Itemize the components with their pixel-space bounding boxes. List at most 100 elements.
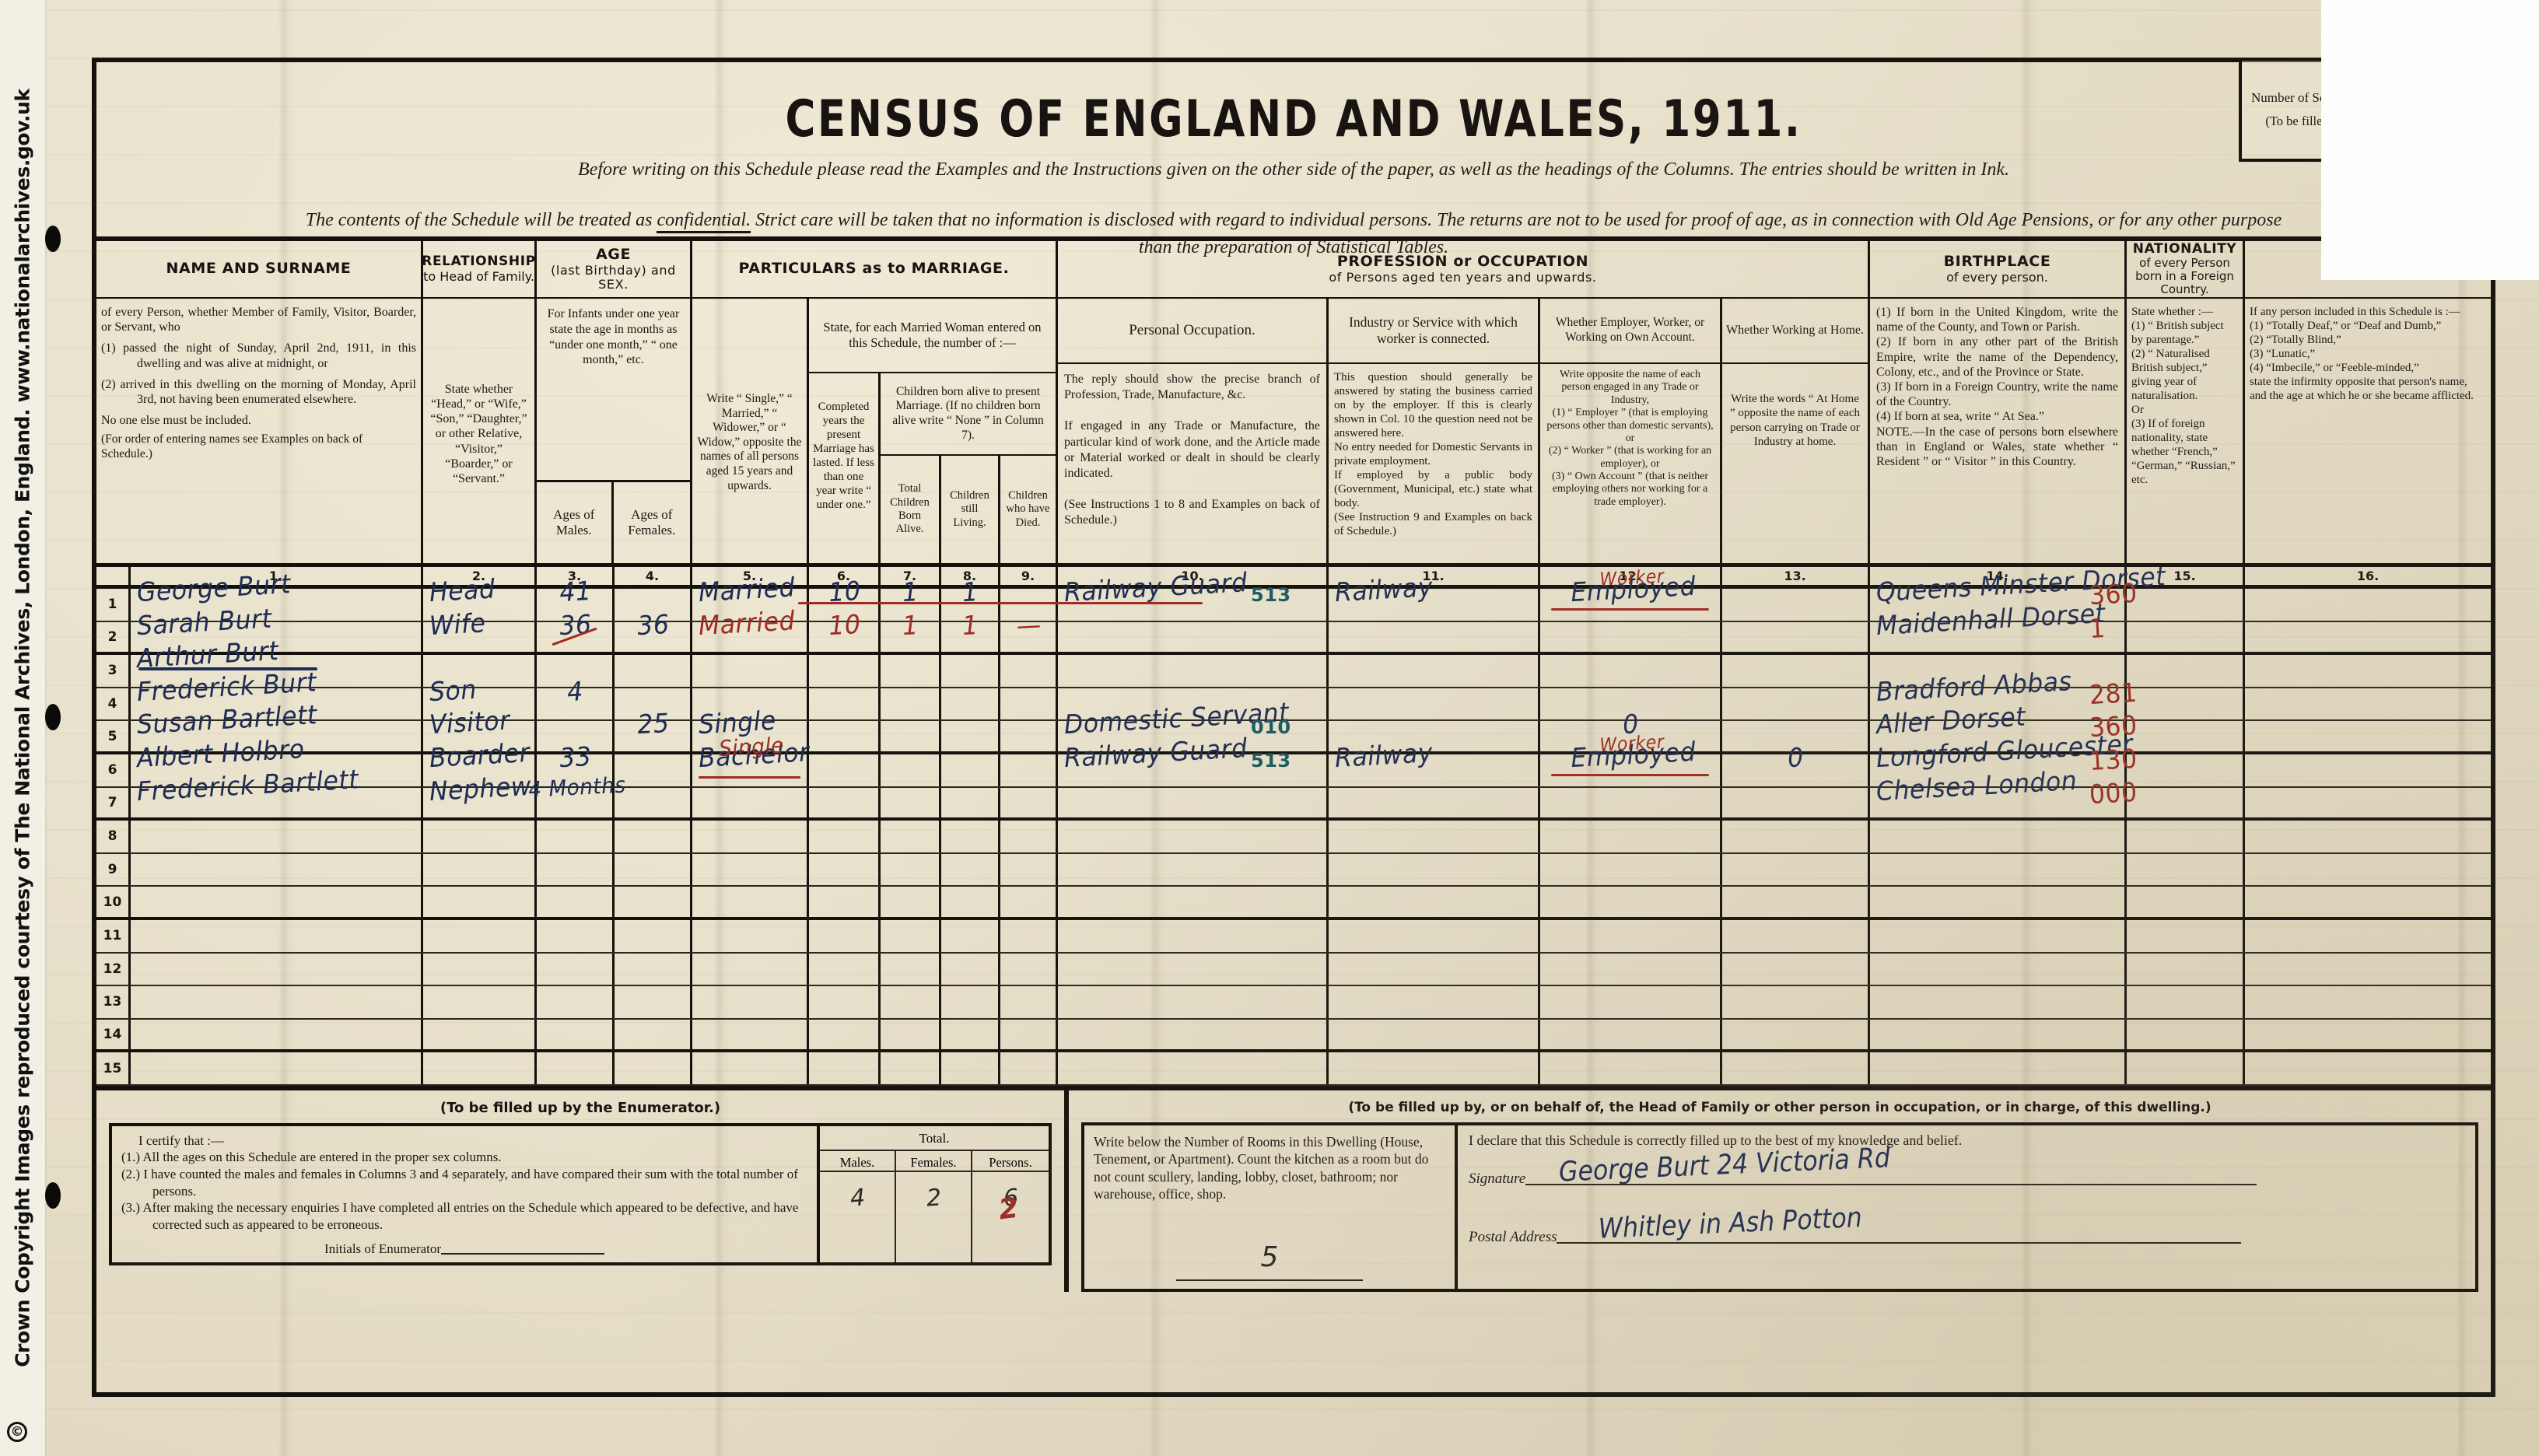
cell-children-living[interactable]: 1 [941, 610, 1000, 653]
cell-age-female[interactable] [615, 853, 692, 886]
cell-nationality[interactable] [2127, 688, 2245, 720]
cell-marriage-condition[interactable] [692, 1052, 809, 1084]
cell-occupation[interactable] [1058, 1052, 1329, 1084]
cell-nationality[interactable] [2127, 919, 2245, 952]
cell-age-female[interactable] [615, 986, 692, 1018]
cell-age-female[interactable] [615, 953, 692, 985]
cell-children-living[interactable] [941, 821, 1000, 852]
cell-children-died[interactable] [1000, 919, 1058, 952]
table-row[interactable]: 2 Sarah Burt Wife 36 36 Married 10 1 1 — Maidenhal… [96, 598, 2491, 656]
cell-children-born[interactable]: 1 [881, 610, 941, 653]
cell-children-living[interactable] [941, 919, 1000, 952]
cell-age-male[interactable] [537, 1019, 615, 1050]
cell-birthplace[interactable] [1870, 919, 2127, 952]
cell-industry[interactable] [1329, 853, 1540, 886]
cell-marriage-condition[interactable] [692, 953, 809, 985]
cell-industry[interactable] [1329, 721, 1540, 751]
cell-age-male[interactable] [537, 1052, 615, 1084]
cell-relationship[interactable]: Son [423, 674, 537, 720]
cell-age-male[interactable] [537, 887, 615, 917]
cell-marriage-condition[interactable] [692, 688, 809, 720]
cell-children-died[interactable] [1000, 986, 1058, 1018]
cell-occupation[interactable] [1058, 887, 1329, 917]
cell-years-married[interactable]: 10 [809, 576, 881, 621]
cell-marriage-condition[interactable] [692, 853, 809, 886]
cell-occupation[interactable] [1058, 853, 1329, 886]
cell-children-died[interactable] [1000, 655, 1058, 687]
cell-children-living[interactable] [941, 754, 1000, 786]
cell-name[interactable] [131, 887, 423, 917]
cell-name[interactable]: George Burt [131, 569, 423, 621]
cell-age-female[interactable] [615, 754, 692, 786]
cell-children-born[interactable] [881, 919, 941, 952]
cell-marriage-condition[interactable] [692, 655, 809, 687]
cell-years-married[interactable]: 10 [809, 609, 881, 653]
cell-infirmity[interactable] [2245, 821, 2491, 852]
cell-occupation[interactable]: Domestic Servant 010 [1058, 698, 1329, 751]
table-row[interactable]: 1 George Burt Head 41 Married 10 1 1 Railway Gua… [96, 562, 2491, 622]
cell-working-home[interactable] [1722, 953, 1870, 985]
cell-employer-status[interactable] [1540, 787, 1722, 818]
cell-years-married[interactable] [809, 688, 881, 720]
cell-nationality[interactable] [2127, 853, 2245, 886]
cell-marriage-condition[interactable] [692, 787, 809, 818]
cell-years-married[interactable] [809, 887, 881, 917]
cell-employer-status[interactable] [1540, 821, 1722, 852]
cell-occupation[interactable] [1058, 655, 1329, 687]
cell-infirmity[interactable] [2245, 688, 2491, 720]
cell-relationship[interactable] [423, 1019, 537, 1050]
cell-age-male[interactable] [537, 655, 615, 687]
cell-relationship[interactable]: Visitor [423, 706, 537, 751]
cell-employer-status[interactable] [1540, 688, 1722, 720]
cell-nationality[interactable] [2127, 1052, 2245, 1084]
cell-children-living[interactable] [941, 953, 1000, 985]
cell-relationship[interactable]: Nephew [423, 771, 537, 818]
cell-children-living[interactable] [941, 1052, 1000, 1084]
cell-children-born[interactable] [881, 986, 941, 1018]
cell-name[interactable]: Susan Bartlett [131, 700, 423, 751]
cell-children-born[interactable] [881, 887, 941, 917]
cell-relationship[interactable] [423, 953, 537, 985]
cell-infirmity[interactable] [2245, 954, 2491, 985]
cell-years-married[interactable] [809, 1052, 881, 1084]
cell-nationality[interactable] [2127, 1019, 2245, 1050]
cell-nationality[interactable] [2127, 887, 2245, 917]
cell-relationship[interactable]: Boarder [423, 738, 537, 786]
cell-employer-status[interactable]: Employed Worker [1540, 731, 1722, 786]
cell-years-married[interactable] [809, 821, 881, 852]
cell-infirmity[interactable] [2245, 655, 2491, 687]
cell-birthplace[interactable]: Queens Minster Dorset 360 [1870, 562, 2166, 621]
cell-birthplace[interactable] [1870, 1052, 2127, 1084]
cell-children-living[interactable] [941, 887, 1000, 917]
cell-relationship[interactable] [423, 887, 537, 917]
cell-employer-status[interactable]: Employed Worker [1540, 565, 1722, 621]
cell-infirmity[interactable] [2245, 589, 2491, 621]
cell-years-married[interactable] [809, 986, 881, 1018]
cell-children-living[interactable] [941, 1019, 1000, 1050]
cell-birthplace[interactable]: Aller Dorset 360 [1870, 702, 2138, 751]
cell-age-male[interactable] [537, 919, 615, 952]
cell-name[interactable] [131, 1019, 423, 1050]
cell-relationship[interactable] [423, 986, 537, 1018]
cell-age-female[interactable] [615, 787, 692, 818]
cell-birthplace[interactable] [1870, 887, 2127, 917]
cell-industry[interactable] [1329, 986, 1540, 1018]
cell-birthplace[interactable] [1870, 986, 2127, 1018]
cell-industry[interactable] [1329, 1019, 1540, 1050]
cell-employer-status[interactable] [1540, 621, 1722, 653]
cell-years-married[interactable] [809, 919, 881, 952]
cell-children-living[interactable] [941, 721, 1000, 751]
cell-employer-status[interactable] [1540, 1019, 1722, 1050]
cell-employer-status[interactable] [1540, 853, 1722, 886]
cell-industry[interactable] [1329, 887, 1540, 917]
cell-occupation[interactable] [1058, 953, 1329, 985]
cell-age-female[interactable] [615, 919, 692, 952]
cell-birthplace[interactable]: Longford Gloucester 130 [1870, 729, 2138, 786]
cell-age-female[interactable] [615, 589, 692, 621]
cell-children-died[interactable] [1000, 1019, 1058, 1050]
cell-children-died[interactable] [1000, 953, 1058, 985]
rooms-value-field[interactable]: 5 [1094, 1240, 1445, 1281]
cell-age-female[interactable]: 36 [615, 609, 692, 653]
cell-nationality[interactable] [2127, 986, 2245, 1018]
cell-relationship[interactable] [423, 853, 537, 886]
